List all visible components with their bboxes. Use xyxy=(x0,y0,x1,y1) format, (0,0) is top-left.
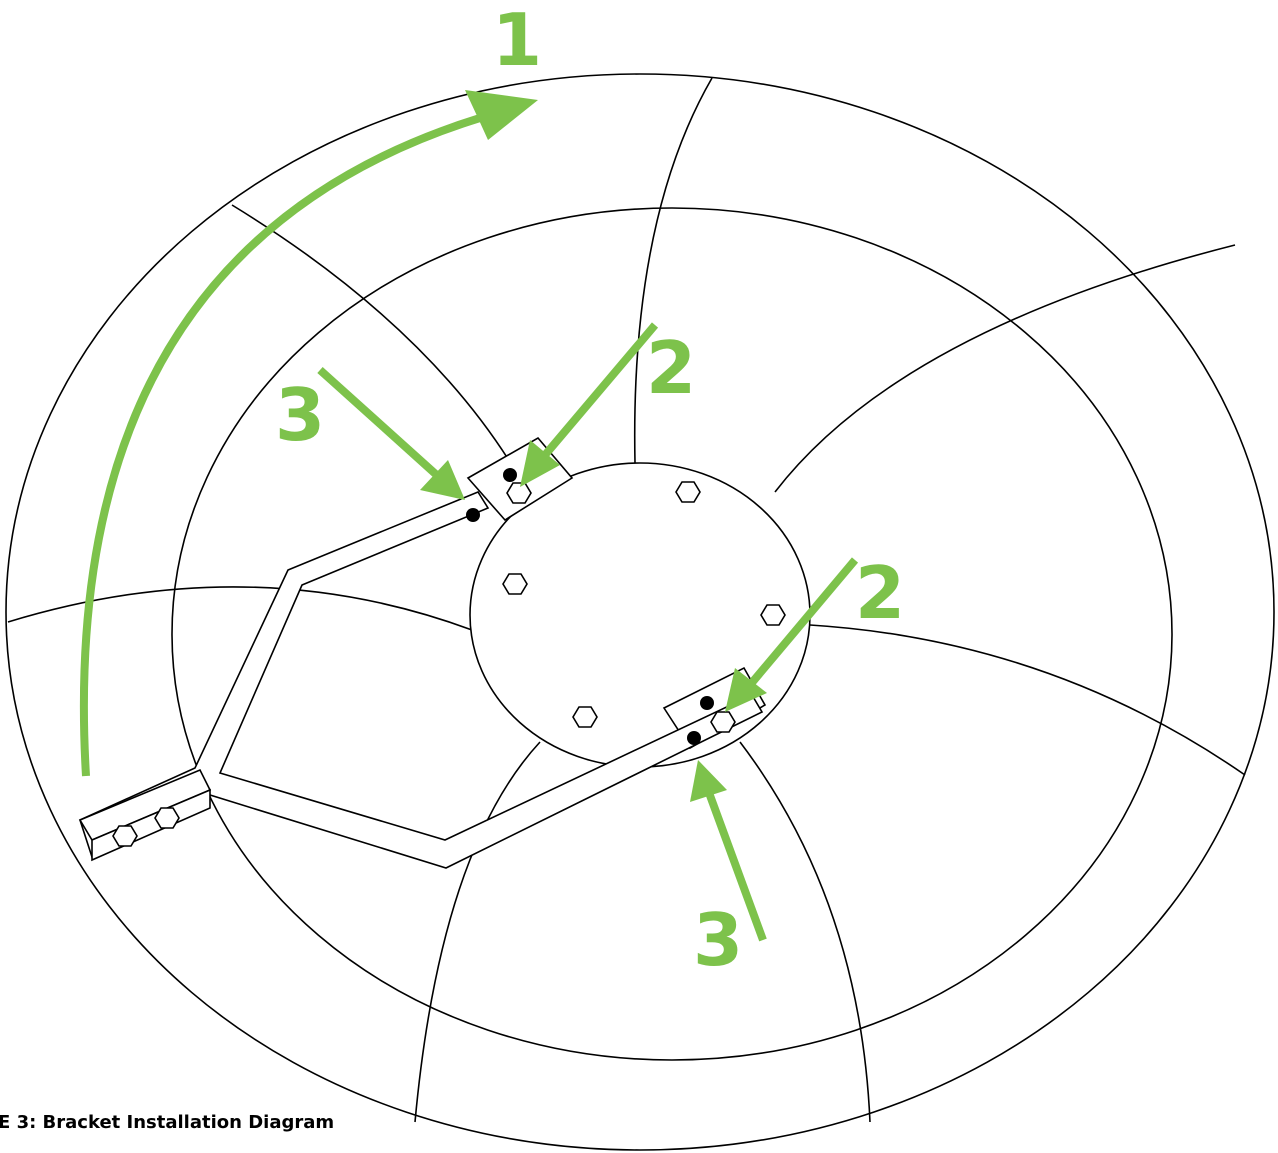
callout-3: 3 xyxy=(275,373,325,457)
callout-2: 2 xyxy=(855,551,905,635)
diagram: 1 2 2 3 3 E 3: Bracket Installation Diag… xyxy=(0,0,1278,1153)
callout-3: 3 xyxy=(693,898,743,982)
callout-1: 1 xyxy=(492,0,542,82)
callout-2: 2 xyxy=(646,326,696,410)
dish xyxy=(6,74,1274,1150)
page: {"callouts": [ {"label": "1"}, {"label":… xyxy=(0,0,1278,1153)
caption: E 3: Bracket Installation Diagram xyxy=(0,1112,334,1133)
